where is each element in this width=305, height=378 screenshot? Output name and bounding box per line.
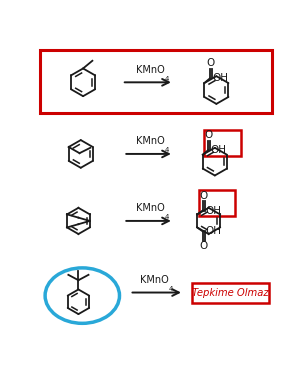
Text: OH: OH xyxy=(210,145,227,155)
Text: OH: OH xyxy=(212,73,228,84)
Bar xyxy=(192,283,269,303)
Text: O: O xyxy=(206,59,215,68)
Bar xyxy=(41,50,272,113)
Text: KMnO: KMnO xyxy=(140,275,168,285)
Text: KMnO: KMnO xyxy=(136,136,164,146)
Text: 4: 4 xyxy=(164,214,169,220)
Text: O: O xyxy=(199,241,207,251)
Text: OH: OH xyxy=(205,226,221,236)
Text: KMnO: KMnO xyxy=(136,65,164,74)
Text: OH: OH xyxy=(205,206,221,215)
Bar xyxy=(204,130,241,156)
Bar xyxy=(199,190,235,216)
Text: 4: 4 xyxy=(168,286,173,292)
Text: O: O xyxy=(199,191,207,200)
Text: KMnO: KMnO xyxy=(136,203,164,213)
Text: Tepkime Olmaz: Tepkime Olmaz xyxy=(192,288,269,298)
Text: 4: 4 xyxy=(164,147,169,153)
Text: 4: 4 xyxy=(164,76,169,82)
Text: O: O xyxy=(205,130,213,140)
